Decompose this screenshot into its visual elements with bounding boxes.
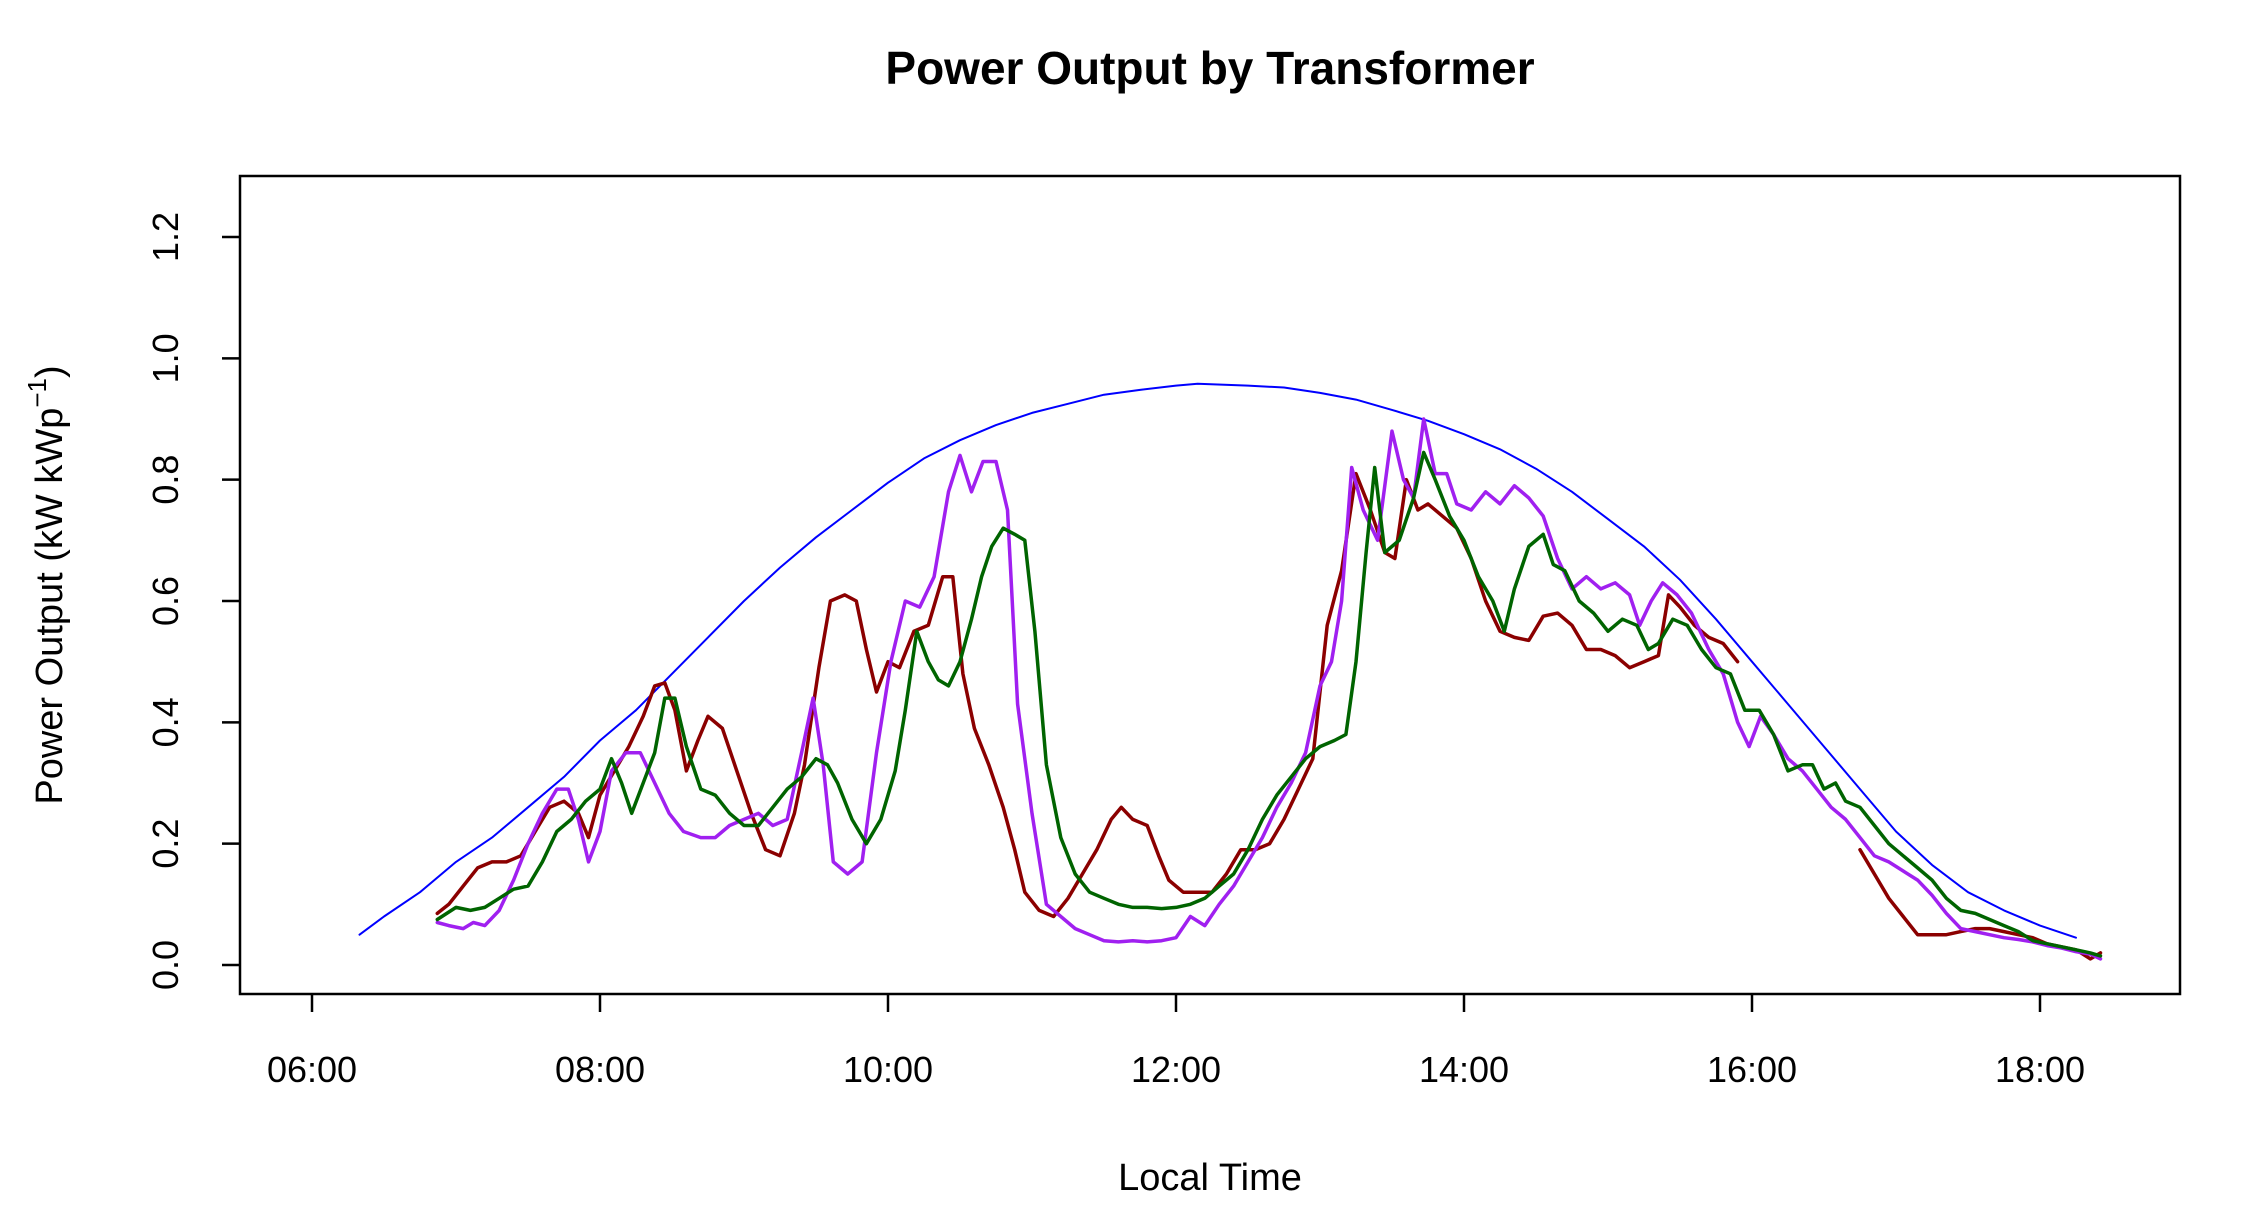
x-axis-label: Local Time <box>1118 1157 1302 1199</box>
x-tick-label: 16:00 <box>1707 1049 1797 1090</box>
x-tick-label: 14:00 <box>1419 1049 1509 1090</box>
series-layer <box>358 382 2103 961</box>
series-line-1 <box>358 382 2077 939</box>
y-tick-label: 0.6 <box>145 576 186 626</box>
y-tick-label: 0.2 <box>145 819 186 869</box>
x-tick-label: 06:00 <box>267 1049 357 1090</box>
y-axis-label: Power Output (kW kWp−1) <box>22 365 71 804</box>
series-line-2 <box>435 471 1740 919</box>
plot-frame <box>238 174 2182 996</box>
x-tick-label: 12:00 <box>1131 1049 1221 1090</box>
y-axis: 0.0 0.2 0.4 0.6 0.8 1.0 1.2 <box>145 212 240 990</box>
series-line-4 <box>435 417 2103 961</box>
series-line-5 <box>435 450 2103 958</box>
y-tick-label: 0.8 <box>145 455 186 505</box>
x-axis: 06:00 08:00 10:00 12:00 14:00 16:00 18:00 <box>267 994 2085 1090</box>
chart-title: Power Output by Transformer <box>885 42 1534 94</box>
y-axis-label-superscript: −1 <box>22 378 52 408</box>
x-tick-label: 08:00 <box>555 1049 645 1090</box>
y-tick-label: 1.2 <box>145 212 186 262</box>
y-tick-label: 0.4 <box>145 697 186 747</box>
y-tick-label: 1.0 <box>145 333 186 383</box>
y-axis-label-main: Power Output (kW kWp <box>29 408 71 805</box>
y-tick-label: 0.0 <box>145 940 186 990</box>
x-tick-label: 10:00 <box>843 1049 933 1090</box>
x-tick-label: 18:00 <box>1995 1049 2085 1090</box>
y-axis-label-close: ) <box>29 365 71 378</box>
